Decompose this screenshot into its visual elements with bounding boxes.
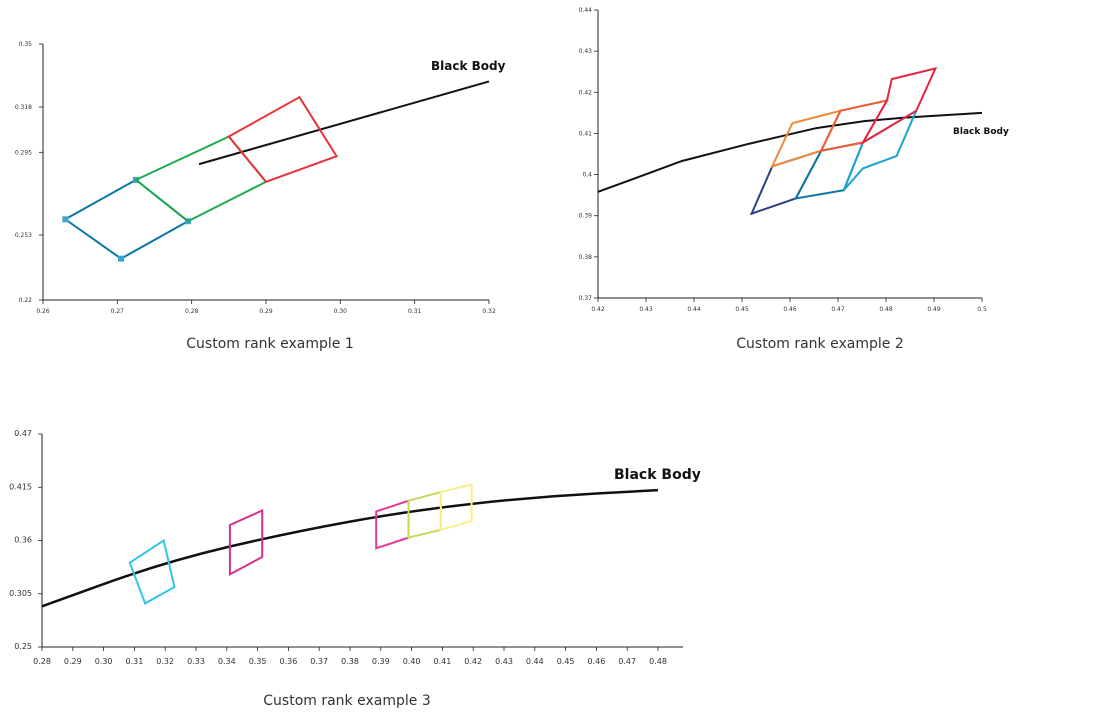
y-tick-label: 0.253 [15, 232, 32, 239]
x-tick-label: 0.47 [831, 306, 845, 313]
x-tick-label: 0.48 [879, 306, 893, 313]
y-tick-label: 0.36 [14, 536, 32, 545]
chart-3: 0.28 0.29 0.30 0.31 0.32 0.33 0.34 0.35 0.36 0.37… [9, 429, 701, 709]
black-body-curve [198, 80, 490, 166]
x-tick-label: 0.27 [111, 308, 125, 315]
x-tick-label: 0.43 [495, 657, 513, 666]
x-tick-label: 0.46 [783, 306, 797, 313]
x-tick-label: 0.37 [310, 657, 328, 666]
x-tick-label: 0.35 [249, 657, 267, 666]
x-tick-label: 0.36 [279, 657, 297, 666]
y-tick-label: 0.38 [579, 254, 593, 261]
y-tick-label: 0.39 [579, 213, 593, 220]
series-quad-1 [749, 149, 824, 216]
x-tick-label: 0.44 [526, 657, 544, 666]
y-tick-label: 0.37 [579, 295, 593, 302]
x-tick-label: 0.40 [403, 657, 421, 666]
y-tick-label: 0.42 [579, 89, 593, 96]
x-tick-label: 0.45 [557, 657, 575, 666]
x-tick-label: 0.32 [482, 308, 496, 315]
series-quad-3 [227, 95, 339, 184]
x-tick-label: 0.42 [464, 657, 482, 666]
series-quad-5 [439, 483, 473, 532]
y-tick-label: 0.47 [14, 429, 32, 438]
x-tick-label: 0.29 [259, 308, 273, 315]
vertex-marker [62, 216, 69, 223]
x-tick-label: 0.28 [185, 308, 199, 315]
x-tick-label: 0.47 [618, 657, 636, 666]
x-tick-label: 0.45 [735, 306, 749, 313]
x-tick-label: 0.30 [95, 657, 113, 666]
y-tick-label: 0.35 [19, 41, 33, 48]
caption-3: Custom rank example 3 [263, 693, 430, 709]
series-quad-1 [128, 538, 176, 605]
vertex-marker [118, 255, 125, 262]
x-tick-label: 0.5 [977, 306, 987, 313]
black-body-label-2: Black Body [953, 127, 1009, 137]
black-body-curve [597, 111, 983, 193]
x-tick-label: 0.34 [218, 657, 236, 666]
x-tick-label: 0.49 [927, 306, 941, 313]
x-tick-label: 0.38 [341, 657, 359, 666]
x-tick-label: 0.26 [36, 308, 50, 315]
x-tick-label: 0.44 [687, 306, 701, 313]
x-tick-label: 0.29 [64, 657, 82, 666]
x-tick-label: 0.41 [433, 657, 451, 666]
x-tick-label: 0.48 [649, 657, 667, 666]
x-tick-label: 0.42 [591, 306, 605, 313]
black-body-label-1: Black Body [431, 59, 506, 73]
x-tick-label: 0.43 [639, 306, 653, 313]
series-quad-2 [793, 141, 865, 200]
y-tick-label: 0.43 [579, 48, 593, 55]
chart-1: 0.26 0.27 0.28 0.29 0.30 0.31 0.32 0.22 0.253 0.2… [15, 41, 506, 352]
x-tick-label: 0.32 [156, 657, 174, 666]
y-tick-label: 0.41 [579, 130, 593, 137]
series-quad-4 [407, 490, 442, 539]
y-tick-label: 0.305 [9, 589, 32, 598]
y-tick-label: 0.4 [582, 172, 592, 179]
black-body-label-3: Black Body [614, 467, 701, 483]
y-tick-label: 0.22 [19, 297, 33, 304]
y-tick-label: 0.295 [15, 149, 32, 156]
series-quad-3 [842, 108, 919, 191]
y-tick-label: 0.44 [579, 7, 593, 14]
series-quad-2 [134, 135, 268, 223]
y-tick-label: 0.318 [15, 104, 32, 111]
x-tick-label: 0.28 [33, 657, 51, 666]
x-tick-label: 0.39 [372, 657, 390, 666]
series-quad-6 [860, 66, 938, 146]
x-tick-label: 0.31 [408, 308, 422, 315]
caption-2: Custom rank example 2 [736, 336, 903, 352]
x-tick-label: 0.33 [187, 657, 205, 666]
series-quad-4 [770, 109, 843, 168]
x-tick-label: 0.30 [334, 308, 348, 315]
caption-1: Custom rank example 1 [186, 336, 353, 352]
x-tick-label: 0.31 [125, 657, 143, 666]
y-tick-label: 0.415 [9, 482, 32, 491]
series-quad-2 [228, 508, 264, 577]
chart-2: 0.42 0.43 0.44 0.45 0.46 0.47 0.48 0.49 0.5 0.37 0… [579, 7, 1009, 352]
y-tick-label: 0.25 [14, 642, 32, 651]
series-quad-3 [375, 499, 410, 550]
series-quad-1 [63, 178, 190, 260]
black-body-curve [41, 488, 659, 608]
x-tick-label: 0.46 [587, 657, 605, 666]
